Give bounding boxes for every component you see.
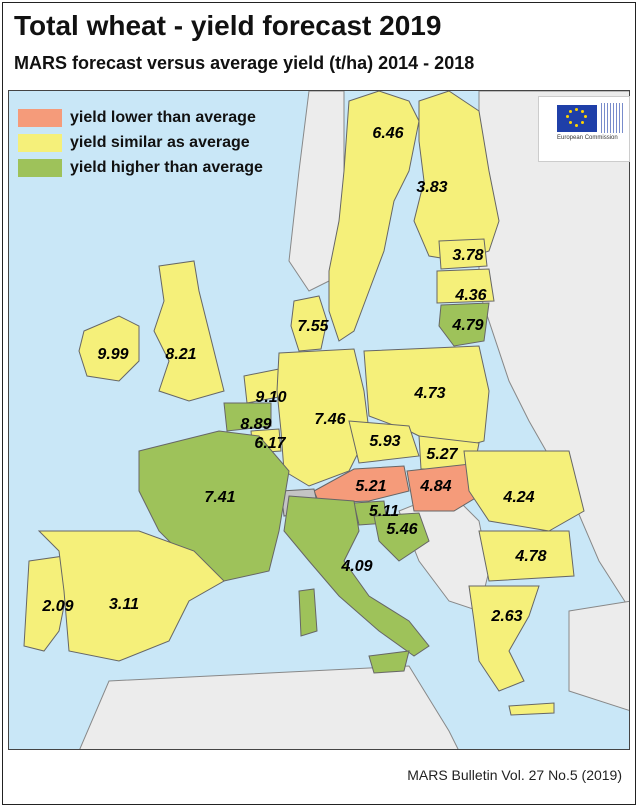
legend-swatch-similar [18, 133, 62, 152]
country-croatia [373, 512, 430, 562]
value-croatia: 5.46 [386, 521, 418, 538]
value-spain: 3.11 [109, 596, 139, 613]
country-estonia [438, 238, 488, 270]
map-subtitle: MARS forecast versus average yield (t/ha… [14, 53, 475, 73]
value-hungary: 4.84 [420, 478, 452, 495]
commission-building-icon [601, 103, 625, 133]
country-sweden [328, 91, 420, 342]
map-area [8, 90, 630, 750]
country-denmark [290, 295, 328, 352]
legend-item-higher: yield higher than average [18, 155, 263, 180]
value-lithuania: 4.79 [452, 317, 484, 334]
value-italy: 4.09 [341, 558, 373, 575]
value-czechia: 5.93 [369, 433, 401, 450]
source-footer: MARS Bulletin Vol. 27 No.5 (2019) [407, 767, 622, 783]
country-italy [283, 495, 430, 657]
north-africa [79, 665, 459, 749]
value-greece: 2.63 [491, 608, 523, 625]
country-uk [153, 260, 225, 402]
legend-label-similar: yield similar as average [70, 133, 250, 151]
legend-item-similar: yield similar as average [18, 130, 263, 155]
value-belgium: 8.89 [240, 416, 272, 433]
legend-label-higher: yield higher than average [70, 158, 263, 176]
country-belgium [223, 402, 272, 432]
map-legend: yield lower than average yield similar a… [18, 105, 263, 180]
legend-swatch-lower [18, 108, 62, 127]
legend-item-lower: yield lower than average [18, 105, 263, 130]
value-portugal: 2.09 [42, 598, 74, 615]
legend-label-lower: yield lower than average [70, 108, 256, 126]
value-uk: 8.21 [165, 346, 197, 363]
value-germany: 7.46 [314, 411, 346, 428]
eu-flag-icon [557, 105, 597, 132]
europe-map [9, 91, 629, 749]
value-netherlands: 9.10 [255, 389, 287, 406]
value-poland: 4.73 [414, 385, 446, 402]
island-sardinia [298, 588, 318, 637]
legend-swatch-higher [18, 158, 62, 177]
value-france: 7.41 [204, 489, 236, 506]
country-germany [276, 348, 370, 487]
country-latvia [436, 268, 495, 304]
european-commission-logo: European Commission [538, 96, 630, 162]
value-estonia: 3.78 [452, 247, 484, 264]
logo-text: European Commission [557, 135, 618, 141]
value-ireland: 9.99 [97, 346, 129, 363]
value-denmark: 7.55 [297, 318, 329, 335]
country-ireland [78, 315, 140, 382]
island-sicily [368, 650, 410, 674]
value-slovakia: 5.27 [426, 446, 458, 463]
value-finland: 3.83 [416, 179, 448, 196]
value-bulgaria: 4.78 [515, 548, 547, 565]
country-shapes [23, 91, 585, 716]
island-crete [508, 702, 555, 716]
country-france [138, 430, 290, 582]
country-lithuania [438, 302, 490, 347]
country-czechia [348, 420, 420, 464]
map-title: Total wheat - yield forecast 2019 [14, 10, 442, 41]
country-greece [468, 585, 540, 692]
value-slovenia: 5.11 [369, 503, 399, 520]
country-bulgaria [478, 530, 575, 582]
value-austria: 5.21 [355, 478, 387, 495]
norway [288, 91, 345, 292]
value-romania: 4.24 [503, 489, 535, 506]
turkey [568, 600, 629, 711]
country-spain [37, 530, 225, 662]
value-sweden: 6.46 [372, 125, 404, 142]
value-luxembourg: 6.17 [254, 435, 286, 452]
value-latvia: 4.36 [455, 287, 487, 304]
